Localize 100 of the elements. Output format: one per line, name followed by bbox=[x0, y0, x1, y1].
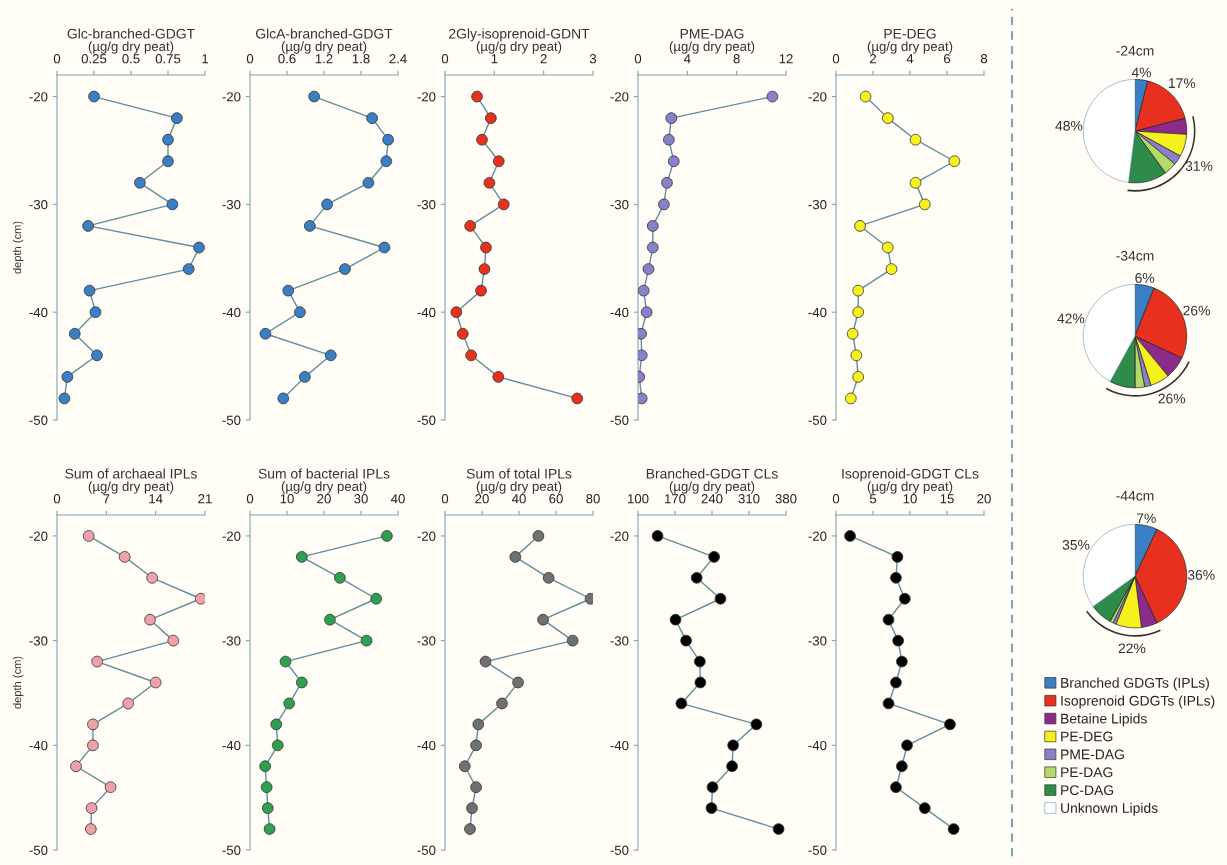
y-tick-label: -20 bbox=[222, 531, 241, 541]
x-tick-label: 1.8 bbox=[352, 54, 370, 64]
x-axis-title: (µg/g dry peat) bbox=[476, 481, 562, 494]
y-axis-title: depth (cm) bbox=[12, 221, 24, 274]
chart-title: Sum of total IPLs bbox=[466, 468, 572, 479]
data-label: 6% bbox=[1135, 273, 1155, 283]
y-tick-label: -30 bbox=[808, 199, 827, 210]
data-label: 48% bbox=[1055, 120, 1083, 131]
chart-title: Glc-branched-GDGT bbox=[67, 28, 195, 39]
x-tick-label: 0 bbox=[441, 494, 449, 504]
y-tick-label: -30 bbox=[417, 199, 436, 210]
chart-title: -24cm bbox=[1116, 45, 1154, 56]
y-tick-label: -20 bbox=[610, 531, 629, 541]
data-label: 35% bbox=[1062, 539, 1090, 550]
data-label: 36% bbox=[1187, 570, 1215, 580]
x-tick-label: 0.75 bbox=[155, 54, 181, 64]
chart-title: Sum of archaeal IPLs bbox=[65, 468, 197, 479]
x-axis-title: (µg/g dry peat) bbox=[476, 41, 562, 54]
x-tick-label: 0 bbox=[53, 54, 61, 64]
legend-label: PC-DAG bbox=[1061, 785, 1114, 796]
legend-label: PME-DAG bbox=[1061, 749, 1124, 760]
chart-title: 2Gly-isoprenoid-GDNT bbox=[449, 28, 590, 42]
x-tick-label: 0 bbox=[53, 494, 61, 504]
y-tick-label: -20 bbox=[808, 92, 827, 102]
x-axis-title: (µg/g dry peat) bbox=[669, 481, 755, 494]
x-tick-label: 30 bbox=[354, 494, 368, 504]
y-tick-label: -20 bbox=[29, 531, 48, 541]
x-tick-label: 60 bbox=[549, 494, 563, 504]
x-axis-title: (µg/g dry peat) bbox=[281, 481, 367, 494]
pie-slice bbox=[1082, 79, 1136, 183]
y-tick-label: -30 bbox=[222, 199, 241, 210]
y-tick-label: -30 bbox=[417, 636, 436, 646]
chart-title: -34cm bbox=[1116, 250, 1154, 261]
x-tick-label: 3 bbox=[589, 54, 597, 64]
y-tick-label: -40 bbox=[29, 740, 48, 751]
y-tick-label: -40 bbox=[417, 307, 436, 318]
x-tick-label: 40 bbox=[511, 494, 526, 504]
x-tick-label: 20 bbox=[317, 494, 331, 504]
legend-label: PE-DAG bbox=[1061, 767, 1113, 778]
y-tick-label: -40 bbox=[610, 307, 629, 318]
y-tick-label: -30 bbox=[29, 636, 48, 646]
y-tick-label: -50 bbox=[417, 845, 436, 855]
legend-label: Unknown Lipids bbox=[1061, 802, 1158, 816]
x-tick-label: 0.5 bbox=[122, 54, 140, 64]
x-tick-label: 0.25 bbox=[81, 54, 107, 64]
x-tick-label: 15 bbox=[940, 494, 954, 504]
x-axis-title: (µg/g dry peat) bbox=[867, 481, 953, 494]
chart-title: PE-DEG bbox=[884, 28, 936, 39]
data-label: 7% bbox=[1136, 513, 1156, 524]
x-tick-label: 7 bbox=[103, 494, 110, 504]
data-label: 42% bbox=[1057, 313, 1085, 324]
y-tick-label: -40 bbox=[222, 740, 241, 751]
y-tick-label: -30 bbox=[610, 636, 629, 646]
legend-label: Isoprenoid GDGTs (IPLs) bbox=[1061, 695, 1215, 709]
x-axis-title: (µg/g dry peat) bbox=[669, 41, 755, 54]
x-tick-label: 310 bbox=[738, 494, 760, 504]
y-tick-label: -40 bbox=[222, 307, 241, 318]
x-tick-label: 0 bbox=[832, 54, 840, 64]
y-tick-label: -30 bbox=[610, 199, 629, 210]
text: 31% bbox=[1185, 161, 1213, 171]
chart-title: -44cm bbox=[1116, 490, 1154, 501]
x-tick-label: 0.6 bbox=[278, 54, 296, 64]
x-tick-label: 0 bbox=[246, 494, 254, 504]
y-tick-label: -20 bbox=[417, 531, 436, 541]
x-tick-label: 6 bbox=[944, 54, 951, 64]
chart-title: GlcA-branched-GDGT bbox=[256, 28, 393, 39]
x-tick-label: 380 bbox=[775, 494, 797, 504]
y-tick-label: -50 bbox=[610, 845, 629, 855]
x-tick-label: 80 bbox=[586, 494, 600, 504]
legend-label: Branched GDGTs (IPLs) bbox=[1061, 677, 1209, 691]
y-tick-label: -20 bbox=[222, 92, 241, 102]
y-tick-label: -30 bbox=[29, 199, 48, 210]
chart-title: Branched-GDGT CLs bbox=[646, 468, 778, 479]
y-tick-label: -40 bbox=[808, 740, 827, 751]
y-tick-label: -20 bbox=[610, 92, 629, 102]
point bbox=[638, 392, 648, 405]
x-tick-label: 20 bbox=[977, 494, 991, 504]
x-tick-label: 2 bbox=[870, 54, 877, 64]
x-tick-label: 0 bbox=[246, 54, 254, 64]
x-tick-label: 2 bbox=[540, 54, 547, 64]
y-axis-title: depth (cm) bbox=[12, 656, 24, 709]
chart-title: Isoprenoid-GDGT CLs bbox=[842, 468, 979, 482]
x-tick-label: 8 bbox=[980, 54, 988, 64]
y-tick-label: -30 bbox=[222, 636, 241, 646]
x-axis-title: (µg/g dry peat) bbox=[867, 41, 953, 54]
y-tick-label: -30 bbox=[808, 636, 827, 646]
y-tick-label: -40 bbox=[417, 740, 436, 751]
x-tick-label: 21 bbox=[198, 494, 212, 504]
x-tick-label: 2.4 bbox=[389, 54, 407, 64]
y-tick-label: -50 bbox=[29, 845, 48, 855]
x-tick-label: 8 bbox=[733, 54, 740, 64]
y-tick-label: -50 bbox=[417, 415, 436, 425]
data-label: 26% bbox=[1183, 305, 1210, 316]
y-tick-label: -40 bbox=[29, 307, 48, 318]
x-tick-label: 1 bbox=[202, 54, 209, 64]
x-tick-label: 20 bbox=[475, 494, 489, 504]
y-tick-label: -50 bbox=[222, 415, 241, 425]
data-label: 17% bbox=[1168, 78, 1196, 88]
y-tick-label: -50 bbox=[222, 845, 241, 855]
x-tick-label: 10 bbox=[903, 494, 917, 504]
